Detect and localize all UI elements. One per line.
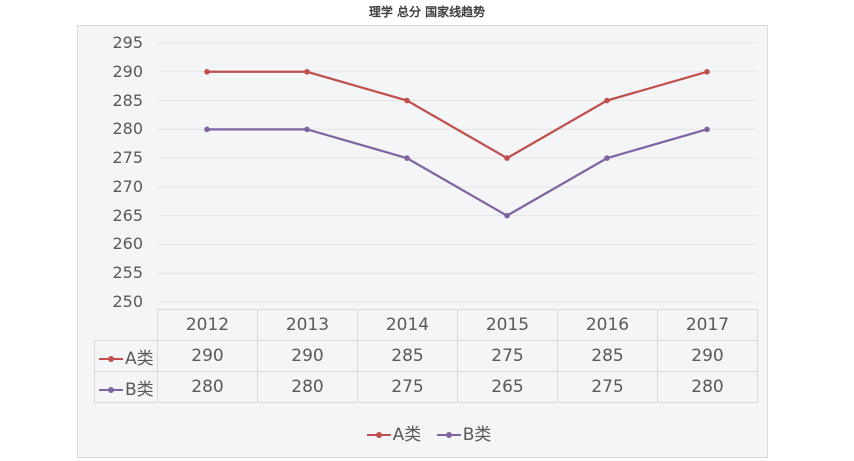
gridlines <box>157 42 757 303</box>
year-cell: 2013 <box>257 309 358 341</box>
value-cell: 280 <box>657 371 758 403</box>
data-point-marker <box>704 68 710 75</box>
data-point-marker <box>404 155 410 161</box>
legend: A类 B类 <box>0 420 854 445</box>
row-header-b: B类 <box>94 371 158 403</box>
y-tick-label: 265 <box>112 205 143 225</box>
legend-item-b[interactable]: B类 <box>433 420 491 445</box>
value-cell: 265 <box>457 371 558 403</box>
data-point-marker <box>504 212 510 219</box>
chart-title: 理学 总分 国家线趋势 <box>368 5 486 19</box>
year-cell: 2016 <box>557 309 658 341</box>
value-cell: 280 <box>257 371 358 403</box>
data-table-row-b: B类 280 280 275 265 275 280 <box>94 371 758 403</box>
data-table-header: 2012 2013 2014 2015 2016 2017 <box>94 309 758 341</box>
series-a-key-icon <box>99 354 123 364</box>
year-cell: 2017 <box>657 309 758 341</box>
data-point-marker <box>504 155 510 161</box>
value-cell: 275 <box>357 371 458 403</box>
value-cell: 285 <box>557 340 658 372</box>
data-point-marker <box>604 155 610 161</box>
y-tick-label: 285 <box>112 90 143 110</box>
y-tick-label: 275 <box>112 148 143 168</box>
value-cell: 290 <box>157 340 258 372</box>
data-point-marker <box>304 68 310 75</box>
y-tick-label: 280 <box>112 119 143 139</box>
value-cell: 290 <box>657 340 758 372</box>
series-b-legend-icon <box>436 430 461 440</box>
data-table-row-a: A类 290 290 285 275 285 290 <box>94 340 758 372</box>
y-tick-label: 270 <box>112 176 143 196</box>
series-b-key-icon <box>99 385 123 395</box>
row-header-a: A类 <box>94 340 158 372</box>
value-cell: 275 <box>557 371 658 403</box>
data-point-marker <box>404 97 410 104</box>
legend-item-a[interactable]: A类 <box>363 420 421 445</box>
value-cell: 285 <box>357 340 458 372</box>
year-cell: 2014 <box>357 309 458 341</box>
data-point-marker <box>204 126 210 133</box>
data-point-marker <box>204 68 210 75</box>
year-cell: 2012 <box>157 309 258 341</box>
value-cell: 290 <box>257 340 358 372</box>
data-table: 2012 2013 2014 2015 2016 2017 A类 290 290… <box>94 309 758 403</box>
series-line <box>207 70 708 160</box>
series-a-legend-icon <box>366 430 391 440</box>
y-tick-label: 255 <box>112 263 143 283</box>
data-point-marker <box>704 126 710 133</box>
data-point-marker <box>304 126 310 133</box>
y-tick-label: 250 <box>112 292 143 311</box>
y-tick-label: 290 <box>112 61 143 81</box>
value-cell: 275 <box>457 340 558 372</box>
data-point-marker <box>604 97 610 104</box>
y-tick-label: 260 <box>112 234 143 254</box>
year-cell: 2015 <box>457 309 558 341</box>
series-line <box>207 128 708 217</box>
y-tick-label: 295 <box>112 33 143 52</box>
value-cell: 280 <box>157 371 258 403</box>
series-lines <box>204 68 710 219</box>
